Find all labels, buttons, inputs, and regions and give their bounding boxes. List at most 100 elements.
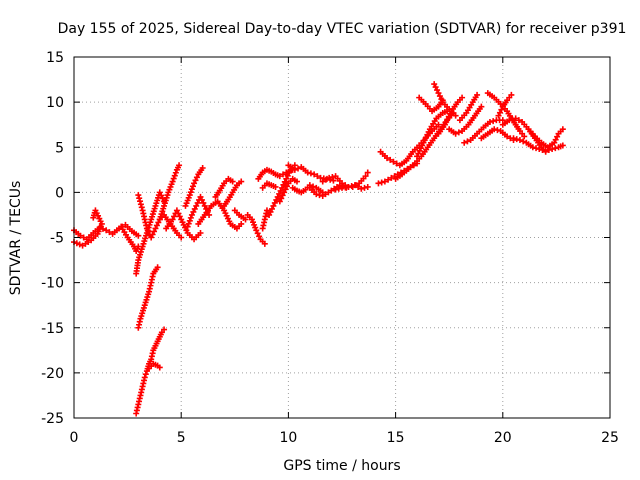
data-point <box>151 228 158 235</box>
data-point <box>490 118 497 125</box>
series-arc-aj <box>446 103 485 137</box>
data-point <box>358 185 365 192</box>
data-point <box>278 184 285 191</box>
data-point <box>229 178 236 185</box>
data-point <box>533 145 540 152</box>
data-point <box>142 371 149 378</box>
data-point <box>504 133 511 140</box>
data-point <box>313 191 320 198</box>
data-point <box>434 87 441 94</box>
data-point <box>512 115 519 122</box>
data-point <box>529 144 536 151</box>
data-point <box>362 173 369 180</box>
data-point <box>153 222 160 229</box>
data-point <box>270 202 277 209</box>
data-point <box>381 178 388 185</box>
data-point <box>284 172 291 179</box>
data-point <box>199 165 206 172</box>
data-point <box>348 183 355 190</box>
data-point <box>280 181 287 188</box>
data-point <box>172 169 179 176</box>
grid-lines <box>74 57 610 418</box>
data-point <box>201 202 208 209</box>
series-arc-o <box>221 178 245 209</box>
data-point <box>378 179 385 186</box>
data-point <box>385 176 392 183</box>
series-arc-ak <box>461 117 506 146</box>
data-point <box>286 169 293 176</box>
data-point <box>455 129 462 136</box>
data-point <box>77 232 84 239</box>
series-arc-an <box>495 91 515 119</box>
data-point <box>559 126 566 133</box>
data-point <box>253 227 260 234</box>
series-arc-k <box>182 165 206 209</box>
data-point <box>238 220 245 227</box>
data-point <box>171 213 178 220</box>
data-point <box>170 175 177 182</box>
data-point <box>193 174 200 181</box>
x-tick-label: 10 <box>279 430 297 446</box>
data-point <box>156 364 163 371</box>
data-point <box>330 177 337 184</box>
series-arc-aq <box>525 126 566 151</box>
data-point <box>361 184 368 191</box>
data-point <box>268 205 275 212</box>
data-point <box>507 135 514 142</box>
data-point <box>281 189 288 196</box>
data-point <box>176 213 183 220</box>
data-point <box>152 225 159 232</box>
data-point <box>388 174 395 181</box>
data-point <box>435 90 442 97</box>
data-point <box>393 160 400 167</box>
series-arc-af <box>414 108 451 160</box>
data-point <box>474 91 481 98</box>
data-point <box>149 231 156 238</box>
data-point <box>137 198 144 205</box>
data-point <box>335 185 342 192</box>
data-point <box>103 227 110 234</box>
series-arc-ai <box>435 94 466 137</box>
series-arc-ab <box>349 169 371 190</box>
x-axis-label: GPS time / hours <box>283 458 400 474</box>
data-point <box>310 183 317 190</box>
data-point <box>478 103 485 110</box>
data-point <box>364 169 371 176</box>
series-arc-x <box>285 162 337 184</box>
series-arc-al <box>456 91 481 124</box>
data-point <box>197 229 204 236</box>
data-point <box>304 169 311 176</box>
data-point <box>551 139 558 146</box>
data-point <box>352 182 359 189</box>
data-point <box>169 216 176 223</box>
data-point <box>515 117 522 124</box>
series-arc-v <box>276 175 300 205</box>
series-arc-n <box>212 175 236 200</box>
data-point <box>464 138 471 145</box>
data-point <box>461 139 468 146</box>
data-point <box>390 158 397 165</box>
data-point <box>291 166 298 173</box>
data-point <box>148 234 155 241</box>
data-point <box>189 183 196 190</box>
data-point <box>435 121 442 128</box>
series-arc-u <box>266 162 298 218</box>
data-point <box>191 205 198 212</box>
data-point <box>384 155 391 162</box>
data-point <box>498 106 505 113</box>
data-point <box>432 84 439 91</box>
data-point <box>187 189 194 196</box>
data-point <box>135 232 142 239</box>
data-point <box>90 214 97 221</box>
data-point <box>329 174 336 181</box>
data-point <box>536 146 543 153</box>
data-point <box>510 137 517 144</box>
data-point <box>194 199 201 206</box>
data-point <box>185 220 192 227</box>
data-point <box>276 173 283 180</box>
series-arc-d <box>135 192 185 241</box>
data-point <box>520 138 527 145</box>
y-tick-label: -25 <box>41 411 64 427</box>
data-point <box>486 118 493 125</box>
